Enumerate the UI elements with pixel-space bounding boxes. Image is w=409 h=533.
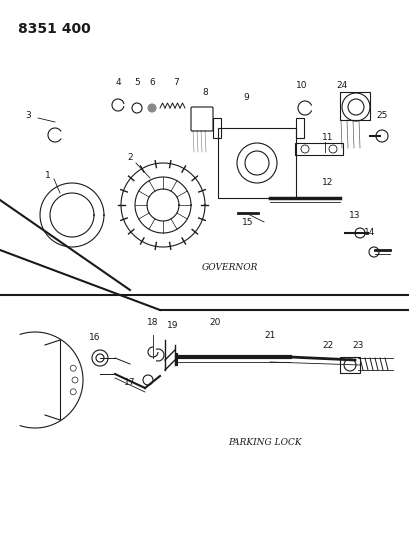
Text: 18: 18 [147, 318, 158, 327]
Text: 21: 21 [264, 331, 275, 340]
Text: 2: 2 [127, 153, 133, 162]
Text: 4: 4 [115, 78, 121, 87]
Text: 24: 24 [335, 81, 347, 90]
Text: 5: 5 [134, 78, 139, 87]
Text: 22: 22 [321, 341, 333, 350]
Text: 11: 11 [321, 133, 333, 142]
Bar [213, 118, 220, 138]
Text: 9: 9 [243, 93, 248, 102]
Text: 7: 7 [173, 78, 178, 87]
Text: 8: 8 [202, 88, 207, 97]
Text: 1: 1 [45, 171, 51, 180]
Text: 25: 25 [375, 111, 387, 120]
Text: 19: 19 [167, 321, 178, 330]
Bar [218, 128, 295, 198]
Text: 20: 20 [209, 318, 220, 327]
Bar [339, 357, 359, 373]
Text: 12: 12 [321, 178, 333, 187]
Text: GOVERNOR: GOVERNOR [201, 263, 258, 272]
Bar [294, 143, 342, 155]
Text: 17: 17 [124, 378, 135, 387]
Text: 3: 3 [25, 111, 31, 120]
Text: 23: 23 [351, 341, 363, 350]
Text: 13: 13 [348, 211, 360, 220]
Bar [295, 118, 303, 138]
Text: 10: 10 [296, 81, 307, 90]
Text: 15: 15 [242, 218, 253, 227]
Text: 14: 14 [364, 228, 375, 237]
Text: 16: 16 [89, 333, 101, 342]
Circle shape [148, 104, 155, 112]
Text: PARKING LOCK: PARKING LOCK [228, 438, 301, 447]
Text: 6: 6 [149, 78, 155, 87]
Bar [339, 92, 369, 120]
Text: 8351 400: 8351 400 [18, 22, 90, 36]
